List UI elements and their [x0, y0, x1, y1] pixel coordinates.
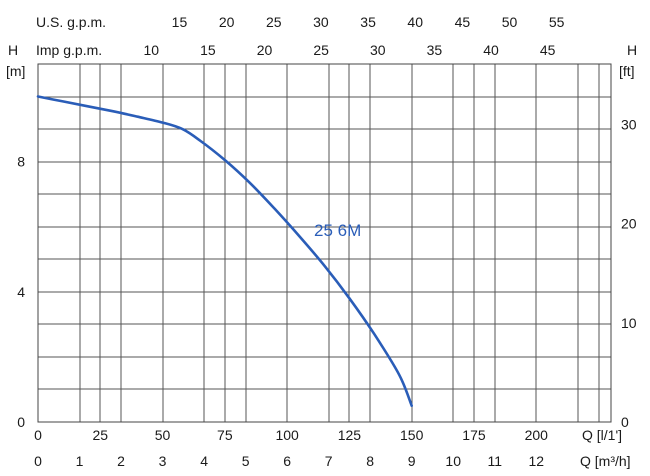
bottom-axis-m3h-ticks: 0 1 2 3 4 5 6 7 8 9 10 11 12: [34, 453, 544, 469]
left-axis-ticks: 0 4 8: [17, 154, 25, 430]
bottom-m3h-tick-label: 10: [445, 453, 461, 469]
series-line-25-6m: [36, 95, 413, 407]
left-axis-title: H: [8, 42, 18, 58]
top-imp-tick-label: 25: [313, 42, 329, 58]
top-us-tick-label: 15: [172, 14, 188, 30]
top-us-tick-label: 55: [549, 14, 565, 30]
bottom-lps-tick-label: 150: [400, 427, 424, 443]
bottom-m3h-tick-label: 9: [408, 453, 416, 469]
bottom-lps-tick-label: 0: [34, 427, 42, 443]
bottom-m3h-tick-label: 7: [325, 453, 333, 469]
bottom-m3h-tick-label: 6: [283, 453, 291, 469]
bottom-lps-tick-label: 100: [275, 427, 299, 443]
top-axis-imp-title: Imp g.p.m.: [36, 42, 102, 58]
top-imp-tick-label: 35: [427, 42, 443, 58]
top-imp-tick-label: 45: [540, 42, 556, 58]
right-tick-label: 20: [621, 216, 637, 232]
right-axis-ticks: 0 10 20 30: [621, 116, 637, 430]
top-axis-us-ticks: 15 20 25 30 35 40 45 50 55: [172, 14, 565, 30]
right-tick-label: 30: [621, 116, 637, 132]
bottom-axis-m3h-title: Q [m³/h]: [580, 453, 631, 469]
top-axis-imp-ticks: 10 15 20 25 30 35 40 45: [143, 42, 555, 58]
top-us-tick-label: 35: [360, 14, 376, 30]
bottom-lps-tick-label: 50: [155, 427, 171, 443]
top-imp-tick-label: 30: [370, 42, 386, 58]
bottom-lps-tick-label: 125: [338, 427, 362, 443]
bottom-m3h-tick-label: 8: [366, 453, 374, 469]
right-tick-label: 0: [621, 414, 629, 430]
top-us-tick-label: 30: [313, 14, 329, 30]
bottom-m3h-tick-label: 12: [528, 453, 544, 469]
bottom-axis-lps-title: Q [l/1']: [582, 427, 622, 443]
right-axis-unit: [ft]: [619, 63, 635, 79]
top-imp-tick-label: 40: [483, 42, 499, 58]
left-tick-label: 4: [17, 284, 25, 300]
bottom-m3h-tick-label: 11: [487, 453, 502, 469]
left-tick-label: 8: [17, 154, 25, 170]
top-us-tick-label: 40: [407, 14, 423, 30]
top-us-tick-label: 50: [502, 14, 518, 30]
bottom-m3h-tick-label: 5: [242, 453, 250, 469]
bottom-lps-tick-label: 25: [92, 427, 108, 443]
top-imp-tick-label: 20: [257, 42, 273, 58]
vertical-gridlines: [79, 64, 600, 422]
left-tick-label: 0: [17, 414, 25, 430]
left-axis-unit: [m]: [6, 63, 25, 79]
bottom-m3h-tick-label: 1: [76, 453, 84, 469]
right-axis-title: H: [627, 42, 637, 58]
bottom-m3h-tick-label: 0: [34, 453, 42, 469]
horizontal-gridlines: [38, 96, 611, 390]
top-imp-tick-label: 10: [143, 42, 159, 58]
top-imp-tick-label: 15: [200, 42, 216, 58]
bottom-m3h-tick-label: 3: [159, 453, 167, 469]
top-us-tick-label: 20: [219, 14, 235, 30]
bottom-axis-lps-ticks: 0 25 50 75 100 125 150 175 200: [34, 427, 548, 443]
top-us-tick-label: 45: [455, 14, 471, 30]
series-label: 25 6M: [314, 221, 361, 240]
bottom-lps-tick-label: 200: [525, 427, 549, 443]
plot-frame: [37, 63, 612, 423]
bottom-m3h-tick-label: 4: [200, 453, 208, 469]
bottom-m3h-tick-label: 2: [117, 453, 125, 469]
right-tick-label: 10: [621, 315, 637, 331]
top-axis-us-title: U.S. g.p.m.: [36, 14, 106, 30]
bottom-lps-tick-label: 75: [217, 427, 233, 443]
top-us-tick-label: 25: [266, 14, 282, 30]
bottom-lps-tick-label: 175: [462, 427, 486, 443]
